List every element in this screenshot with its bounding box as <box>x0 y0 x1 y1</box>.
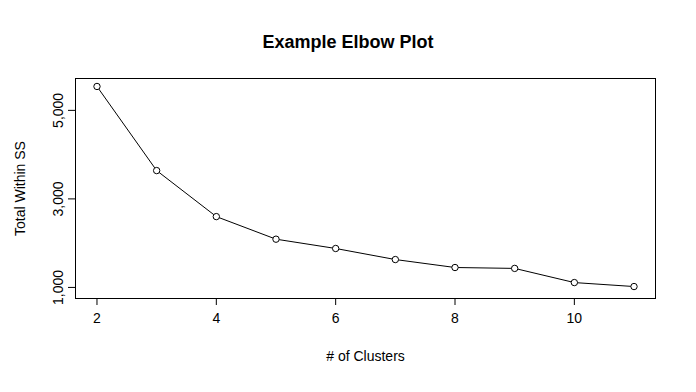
svg-text:Total Within SS: Total Within SS <box>12 141 28 236</box>
svg-text:5,000: 5,000 <box>50 93 66 128</box>
svg-text:4: 4 <box>212 310 220 326</box>
svg-text:2: 2 <box>93 310 101 326</box>
svg-text:3,000: 3,000 <box>50 181 66 216</box>
svg-text:10: 10 <box>567 310 583 326</box>
svg-text:1,000: 1,000 <box>50 270 66 305</box>
svg-text:# of Clusters: # of Clusters <box>326 348 405 364</box>
html-text:Example Elbow Plot: Example Elbow Plot <box>262 32 434 52</box>
svg-text:6: 6 <box>332 310 340 326</box>
svg-text:8: 8 <box>451 310 459 326</box>
